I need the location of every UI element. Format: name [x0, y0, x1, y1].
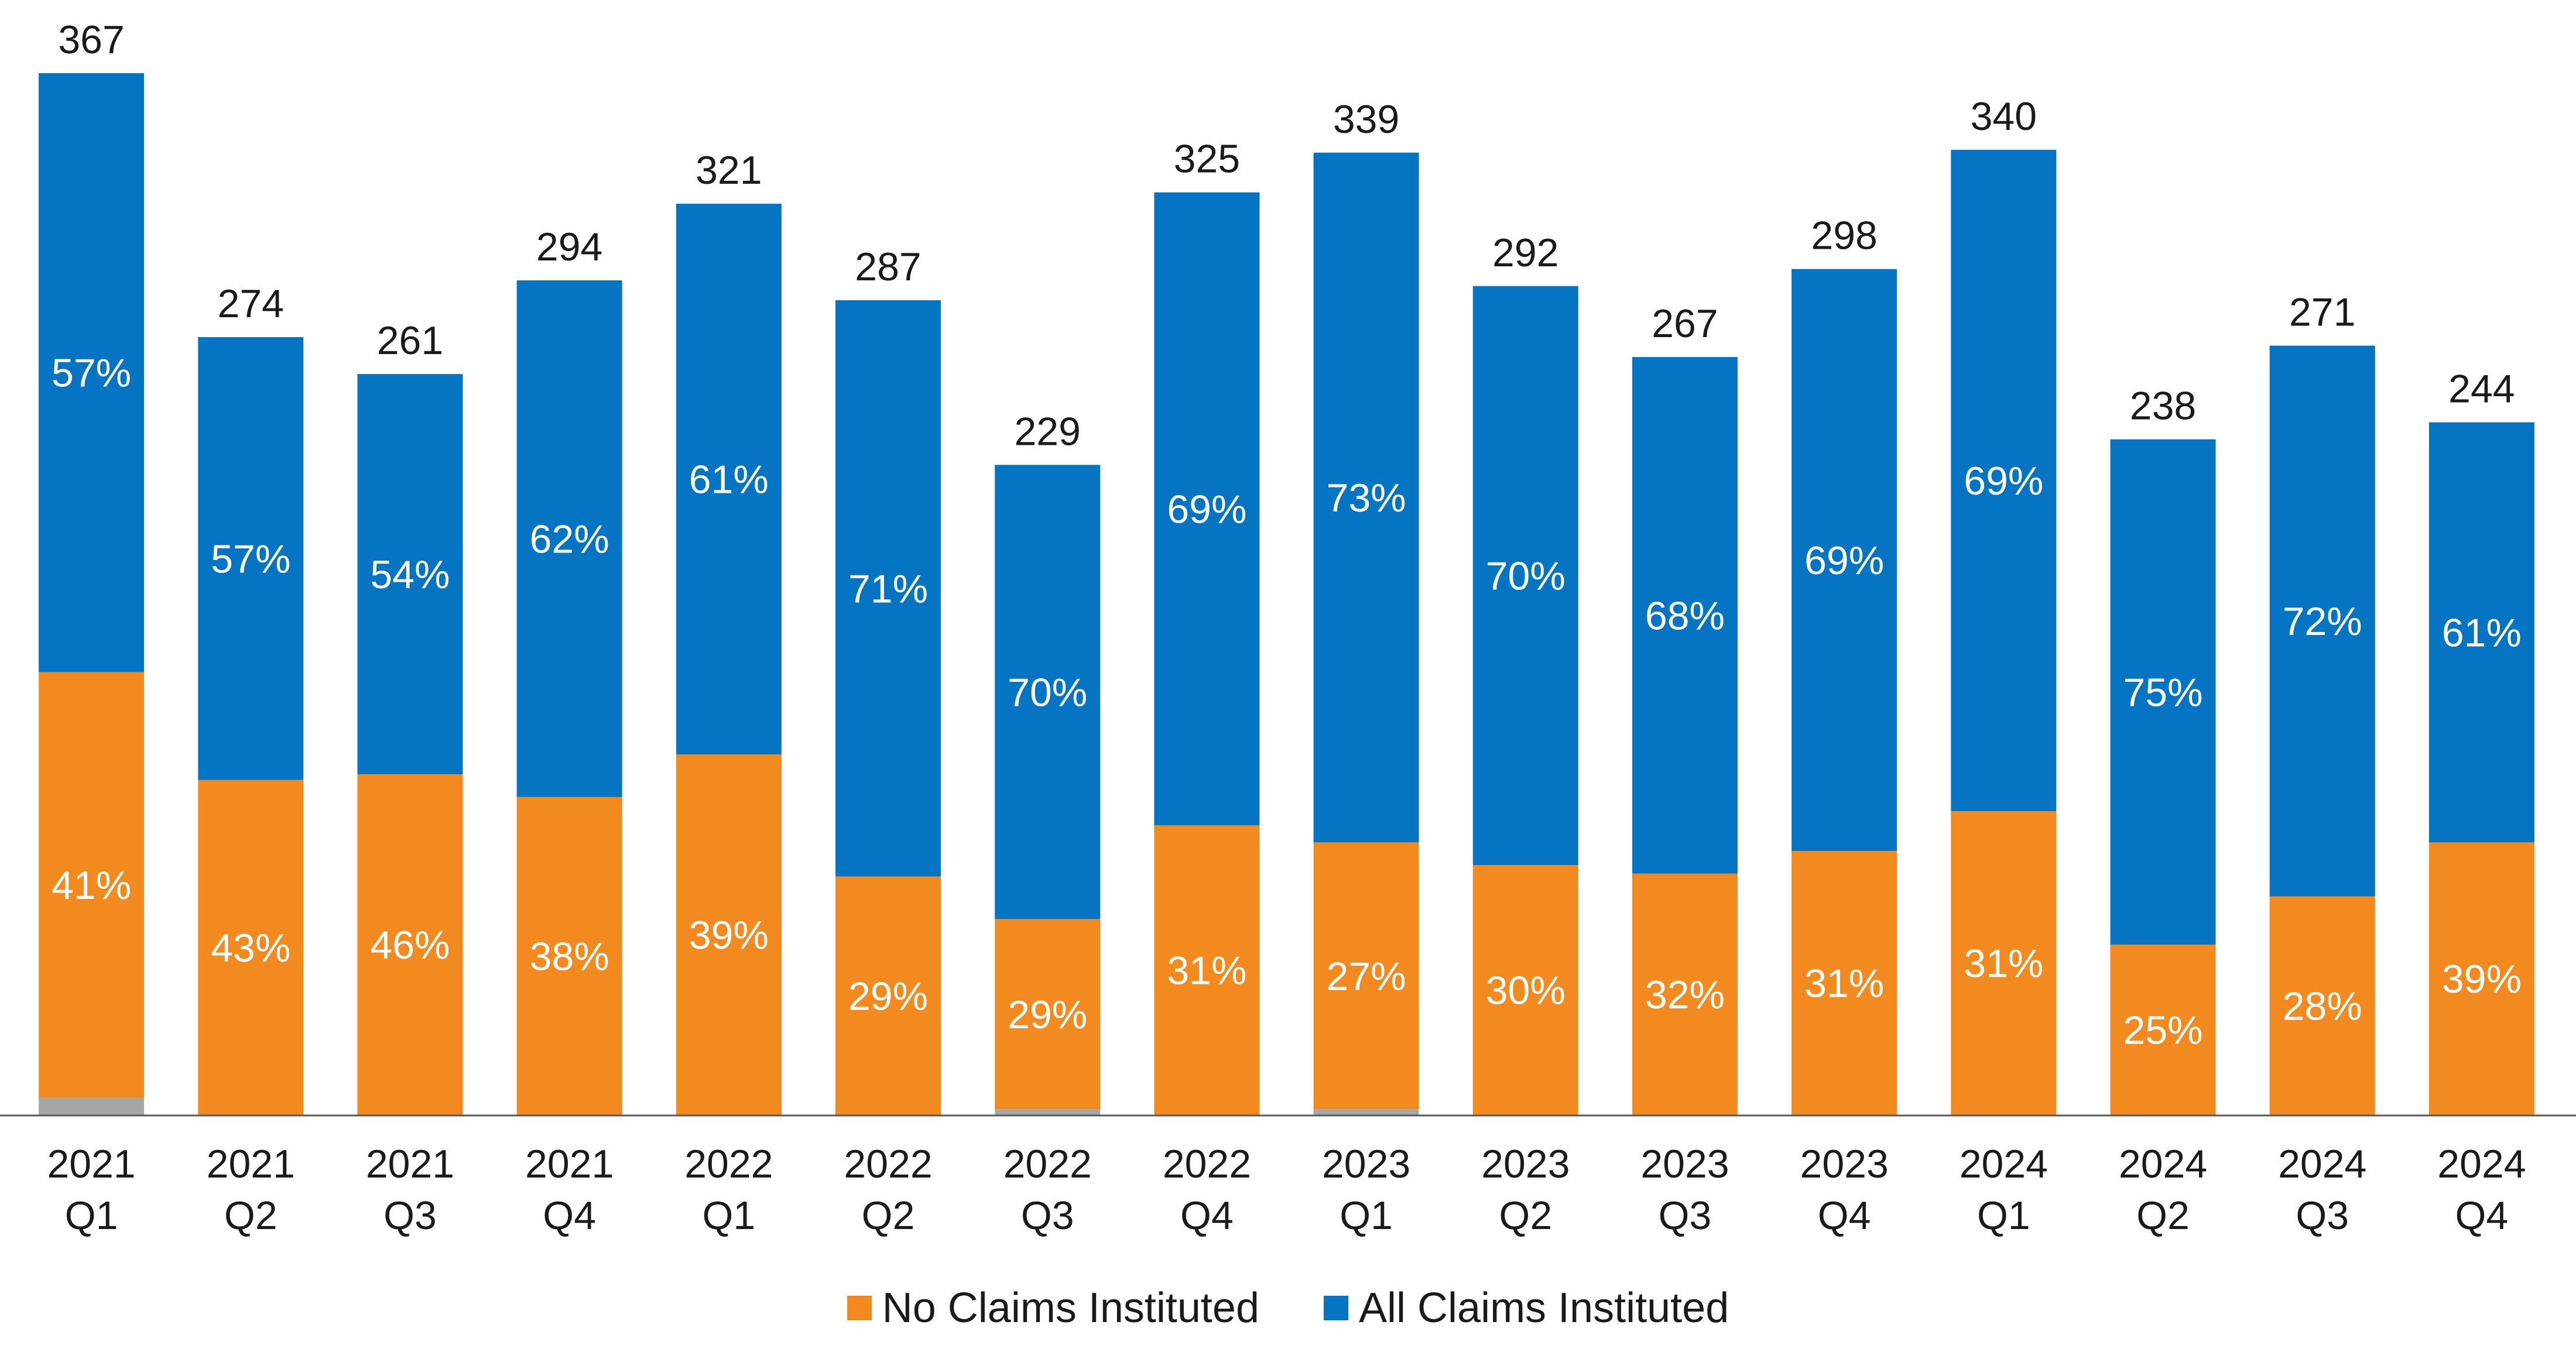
- tick-label-quarter: Q2: [862, 1193, 915, 1238]
- data-label-total: 294: [536, 225, 602, 269]
- tick-label-year: 2022: [1003, 1142, 1092, 1186]
- data-label-total: 298: [1811, 214, 1877, 258]
- data-label-all-claims: 61%: [689, 458, 769, 502]
- chart-legend: No Claims Instituted All Claims Institut…: [0, 1282, 2576, 1334]
- tick-label-quarter: Q1: [65, 1193, 118, 1238]
- data-label-total: 321: [696, 148, 762, 193]
- bar-segment-other: [1314, 1109, 1419, 1115]
- data-label-no-claims: 31%: [1167, 949, 1246, 993]
- data-label-total: 271: [2289, 290, 2355, 335]
- data-label-no-claims: 39%: [2442, 957, 2522, 1001]
- data-label-total: 267: [1652, 301, 1718, 346]
- data-label-no-claims: 29%: [1008, 993, 1087, 1037]
- data-label-total: 244: [2448, 367, 2515, 411]
- tick-label-quarter: Q2: [2136, 1193, 2190, 1238]
- tick-label-year: 2023: [1481, 1142, 1570, 1186]
- data-label-all-claims: 57%: [52, 351, 131, 396]
- data-label-all-claims: 61%: [2442, 610, 2522, 655]
- tick-label-quarter: Q2: [1499, 1193, 1552, 1238]
- legend-label-all-claims: All Claims Instituted: [1359, 1284, 1729, 1332]
- data-label-no-claims: 27%: [1327, 954, 1406, 998]
- data-label-all-claims: 57%: [211, 537, 290, 581]
- data-label-all-claims: 70%: [1008, 670, 1087, 715]
- tick-label-year: 2021: [525, 1142, 614, 1186]
- data-label-no-claims: 32%: [1645, 973, 1725, 1017]
- tick-label-quarter: Q4: [543, 1193, 596, 1238]
- data-label-all-claims: 69%: [1964, 459, 2043, 503]
- tick-label-year: 2022: [1163, 1142, 1251, 1186]
- tick-label-quarter: Q1: [702, 1193, 755, 1238]
- data-label-total: 238: [2130, 384, 2196, 428]
- tick-label-quarter: Q4: [2455, 1193, 2509, 1238]
- tick-label-year: 2023: [1640, 1142, 1729, 1186]
- data-label-no-claims: 38%: [530, 934, 609, 979]
- data-label-no-claims: 25%: [2123, 1008, 2202, 1052]
- legend-item-all-claims: All Claims Instituted: [1324, 1284, 1729, 1332]
- tick-label-year: 2024: [2437, 1142, 2526, 1186]
- legend-item-no-claims: No Claims Instituted: [847, 1284, 1259, 1332]
- tick-label-quarter: Q3: [1659, 1193, 1712, 1238]
- tick-label-year: 2021: [366, 1142, 454, 1186]
- data-label-total: 274: [218, 282, 284, 326]
- data-label-total: 292: [1492, 231, 1558, 275]
- data-label-no-claims: 31%: [1804, 961, 1884, 1005]
- data-label-total: 325: [1174, 137, 1240, 181]
- data-label-no-claims: 46%: [370, 923, 450, 967]
- tick-label-year: 2024: [2119, 1142, 2207, 1186]
- data-label-all-claims: 71%: [848, 567, 928, 611]
- data-label-all-claims: 68%: [1645, 593, 1725, 638]
- legend-label-no-claims: No Claims Instituted: [882, 1284, 1259, 1332]
- data-label-total: 287: [855, 245, 921, 289]
- stacked-bar-chart: 41% 57% 367 2021 Q1 43% 57% 274 2021 Q2 46% 54% 261 2…: [0, 0, 2576, 1349]
- tick-label-quarter: Q1: [1340, 1193, 1393, 1238]
- tick-label-year: 2022: [684, 1142, 773, 1186]
- data-label-no-claims: 43%: [211, 926, 290, 970]
- data-label-total: 340: [1971, 94, 2037, 139]
- data-label-all-claims: 54%: [370, 552, 450, 597]
- tick-label-quarter: Q3: [383, 1193, 437, 1238]
- data-label-total: 229: [1014, 409, 1080, 454]
- data-label-no-claims: 39%: [689, 913, 769, 957]
- legend-swatch-orange: [847, 1296, 872, 1320]
- data-label-no-claims: 41%: [52, 863, 131, 908]
- data-label-no-claims: 31%: [1964, 942, 2043, 986]
- data-label-all-claims: 72%: [2283, 599, 2362, 644]
- data-label-all-claims: 69%: [1804, 538, 1884, 583]
- tick-label-year: 2023: [1800, 1142, 1889, 1186]
- legend-swatch-blue: [1324, 1296, 1348, 1320]
- data-label-all-claims: 73%: [1327, 476, 1406, 520]
- tick-label-year: 2023: [1322, 1142, 1410, 1186]
- bar-segment-other: [995, 1109, 1100, 1115]
- tick-label-quarter: Q3: [2296, 1193, 2349, 1238]
- bar-segment-other: [39, 1098, 144, 1115]
- data-label-total: 339: [1333, 97, 1399, 142]
- tick-label-year: 2024: [1960, 1142, 2048, 1186]
- data-label-all-claims: 70%: [1486, 554, 1566, 598]
- tick-label-quarter: Q4: [1818, 1193, 1871, 1238]
- tick-label-quarter: Q1: [1977, 1193, 2030, 1238]
- data-label-all-claims: 75%: [2123, 670, 2202, 715]
- data-label-total: 261: [377, 318, 443, 363]
- tick-label-quarter: Q4: [1180, 1193, 1234, 1238]
- tick-label-quarter: Q2: [224, 1193, 278, 1238]
- data-label-no-claims: 30%: [1486, 969, 1566, 1013]
- data-label-all-claims: 62%: [530, 517, 609, 561]
- data-label-no-claims: 29%: [848, 974, 928, 1018]
- tick-label-year: 2021: [47, 1142, 135, 1186]
- tick-label-year: 2021: [207, 1142, 295, 1186]
- tick-label-quarter: Q3: [1021, 1193, 1074, 1238]
- tick-label-year: 2022: [844, 1142, 932, 1186]
- data-label-no-claims: 28%: [2283, 984, 2362, 1028]
- data-label-all-claims: 69%: [1167, 487, 1246, 531]
- data-label-total: 367: [58, 18, 124, 62]
- tick-label-year: 2024: [2278, 1142, 2366, 1186]
